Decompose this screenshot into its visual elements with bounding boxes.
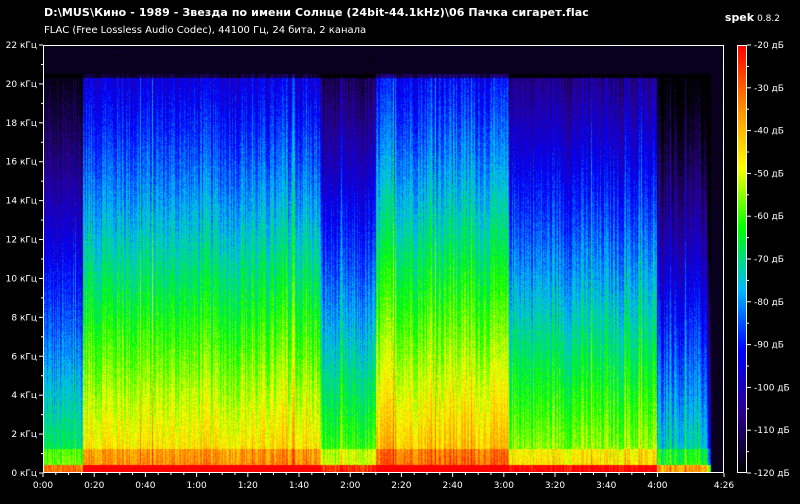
x-tick-label: 3:40 — [596, 481, 616, 491]
y-tick-label: 18 кГц — [6, 119, 37, 129]
colorbar-tick-label: -30 дБ — [754, 84, 784, 94]
colorbar-tick-label: -90 дБ — [754, 341, 784, 351]
colorbar-tick-label: -100 дБ — [754, 383, 790, 393]
app-version: 0.8.2 — [757, 14, 780, 24]
spectrogram-canvas[interactable] — [44, 46, 723, 472]
x-tick-label: 4:00 — [647, 481, 667, 491]
y-tick-label: 8 кГц — [11, 313, 37, 323]
y-tick-label: 4 кГц — [11, 391, 37, 401]
y-tick-label: 12 кГц — [6, 236, 37, 246]
x-tick-label: 0:40 — [135, 481, 155, 491]
y-tick-label: 2 кГц — [11, 430, 37, 440]
x-tick-label: 0:20 — [84, 481, 104, 491]
codec-info: FLAC (Free Lossless Audio Codec), 44100 … — [44, 25, 367, 36]
colorbar-tick-label: -70 дБ — [754, 255, 784, 265]
y-tick-label: 22 кГц — [6, 41, 37, 51]
x-tick-label: 2:40 — [443, 481, 463, 491]
app-brand: spek 0.8.2 — [725, 6, 780, 25]
x-tick-label: 2:00 — [340, 481, 360, 491]
y-tick-label: 16 кГц — [6, 158, 37, 168]
app-name: spek — [724, 11, 755, 24]
y-tick-label: 20 кГц — [6, 80, 37, 90]
colorbar-tick-label: -60 дБ — [754, 212, 784, 222]
colorbar-tick-label: -40 дБ — [754, 127, 784, 137]
colorbar-tick-label: -20 дБ — [754, 41, 784, 51]
y-tick-label: 0 кГц — [11, 469, 37, 479]
colorbar-tick-label: -120 дБ — [754, 469, 790, 479]
x-tick-label: 0:00 — [33, 481, 53, 491]
y-tick-label: 10 кГц — [6, 274, 37, 284]
x-tick-label: 1:20 — [238, 481, 258, 491]
x-tick-label: 4:26 — [714, 481, 734, 491]
y-tick-label: 6 кГц — [11, 352, 37, 362]
colorbar-tick-label: -50 дБ — [754, 169, 784, 179]
file-path-title: D:\MUS\Кино - 1989 - Звезда по имени Сол… — [44, 6, 589, 19]
y-tick-label: 14 кГц — [6, 197, 37, 207]
x-tick-label: 3:00 — [494, 481, 514, 491]
x-tick-label: 1:40 — [289, 481, 309, 491]
x-tick-label: 2:20 — [391, 481, 411, 491]
x-tick-label: 1:00 — [186, 481, 206, 491]
x-tick-label: 3:20 — [545, 481, 565, 491]
colorbar-tick-label: -80 дБ — [754, 298, 784, 308]
colorbar — [737, 45, 747, 473]
colorbar-tick-label: -110 дБ — [754, 426, 790, 436]
spectrogram-plot[interactable] — [43, 45, 724, 473]
